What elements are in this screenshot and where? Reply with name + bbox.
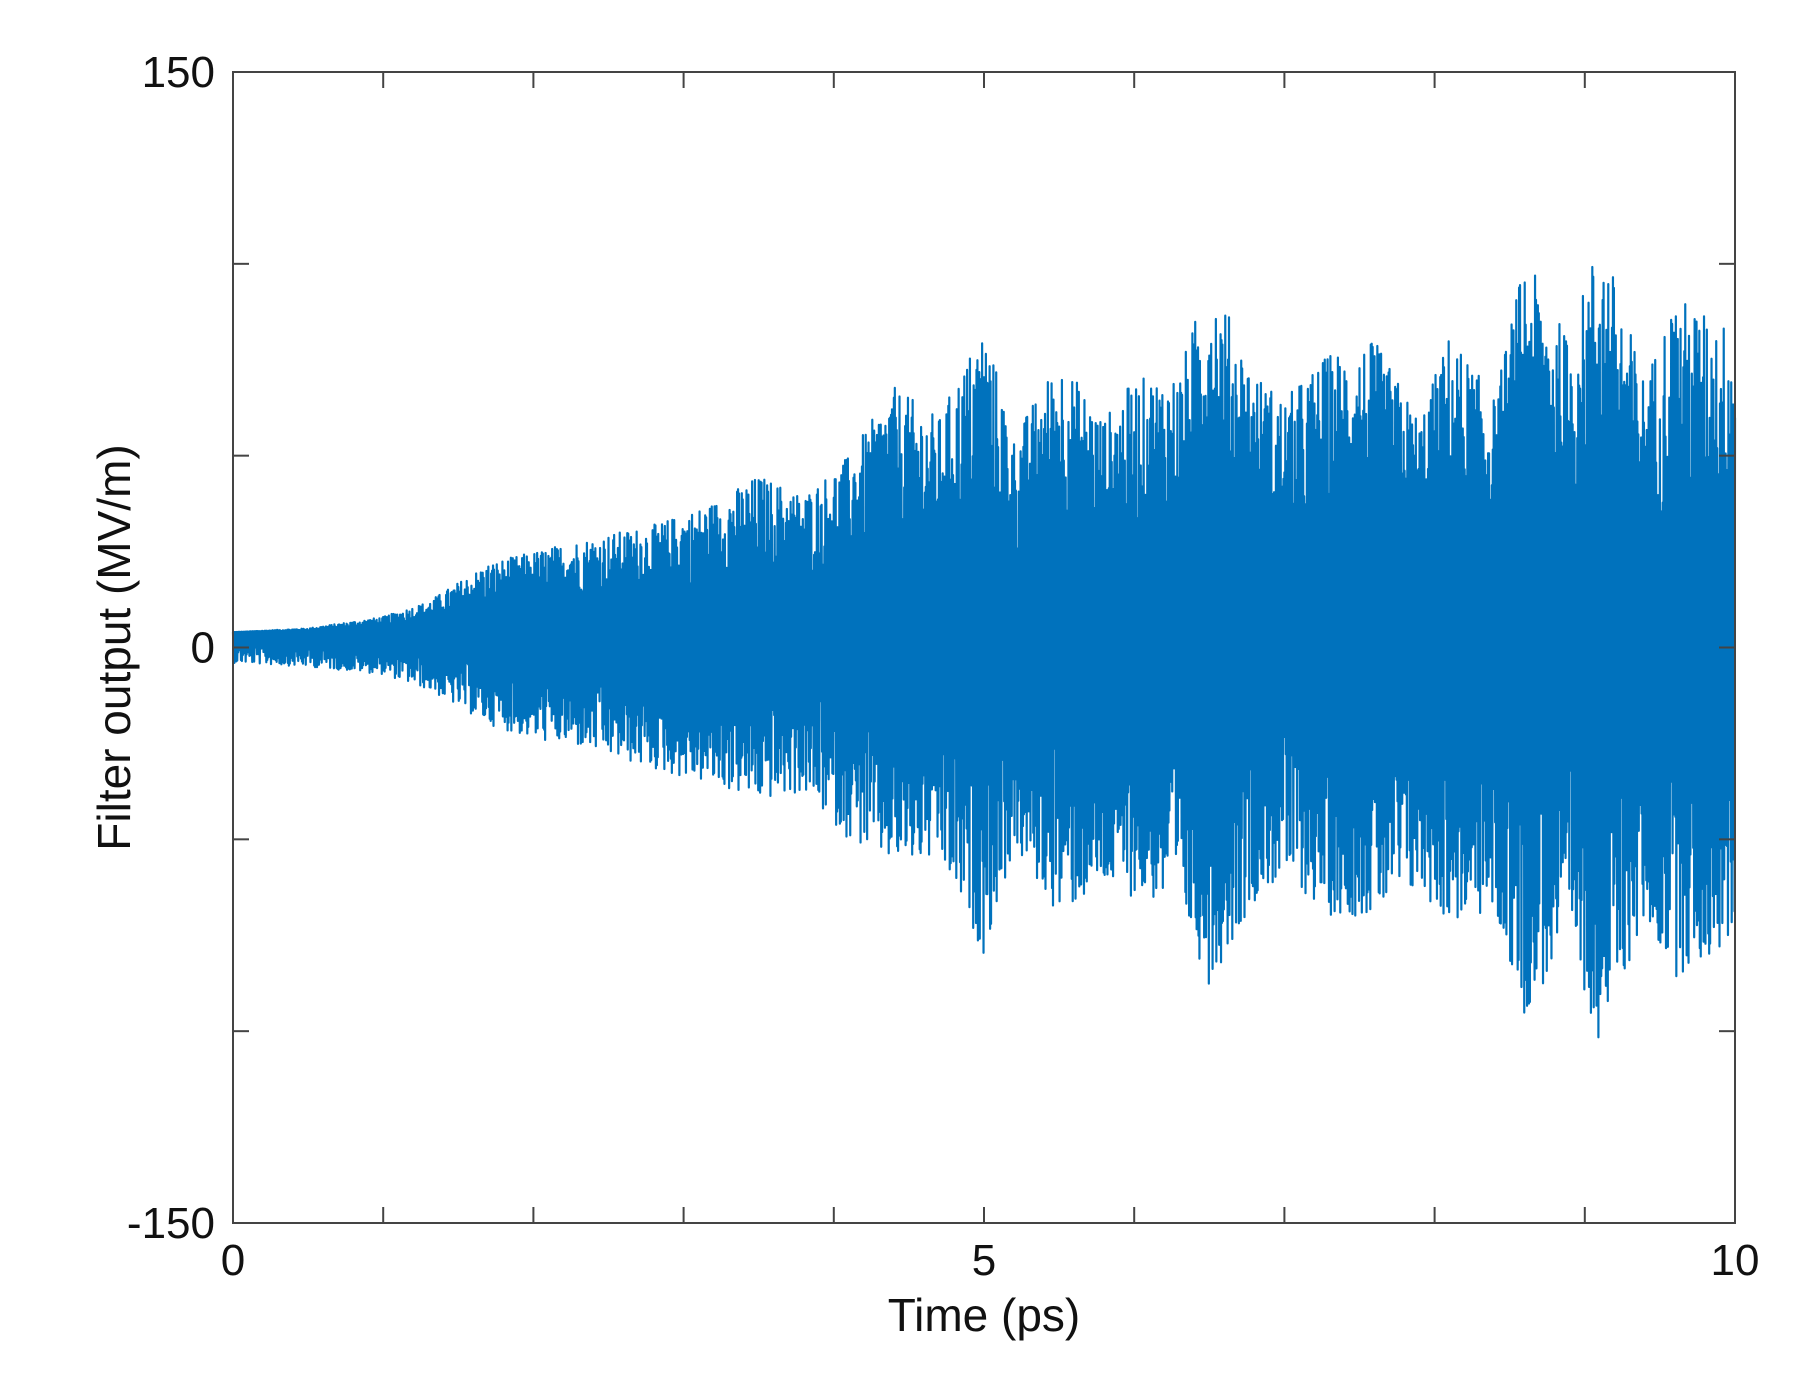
y-tick-label: 0 <box>191 624 215 673</box>
y-tick-label: 150 <box>142 48 215 97</box>
x-axis-label: Time (ps) <box>888 1289 1081 1341</box>
x-tick-label: 5 <box>972 1236 996 1285</box>
y-tick-label: -150 <box>127 1199 215 1248</box>
ticks-layer <box>232 71 1736 1224</box>
y-axis-label: Filter output (MV/m) <box>88 444 140 850</box>
series-layer <box>231 265 1737 1039</box>
x-tick-label: 0 <box>221 1236 245 1285</box>
x-tick-label: 10 <box>1711 1236 1760 1285</box>
series-line <box>231 265 1737 1039</box>
